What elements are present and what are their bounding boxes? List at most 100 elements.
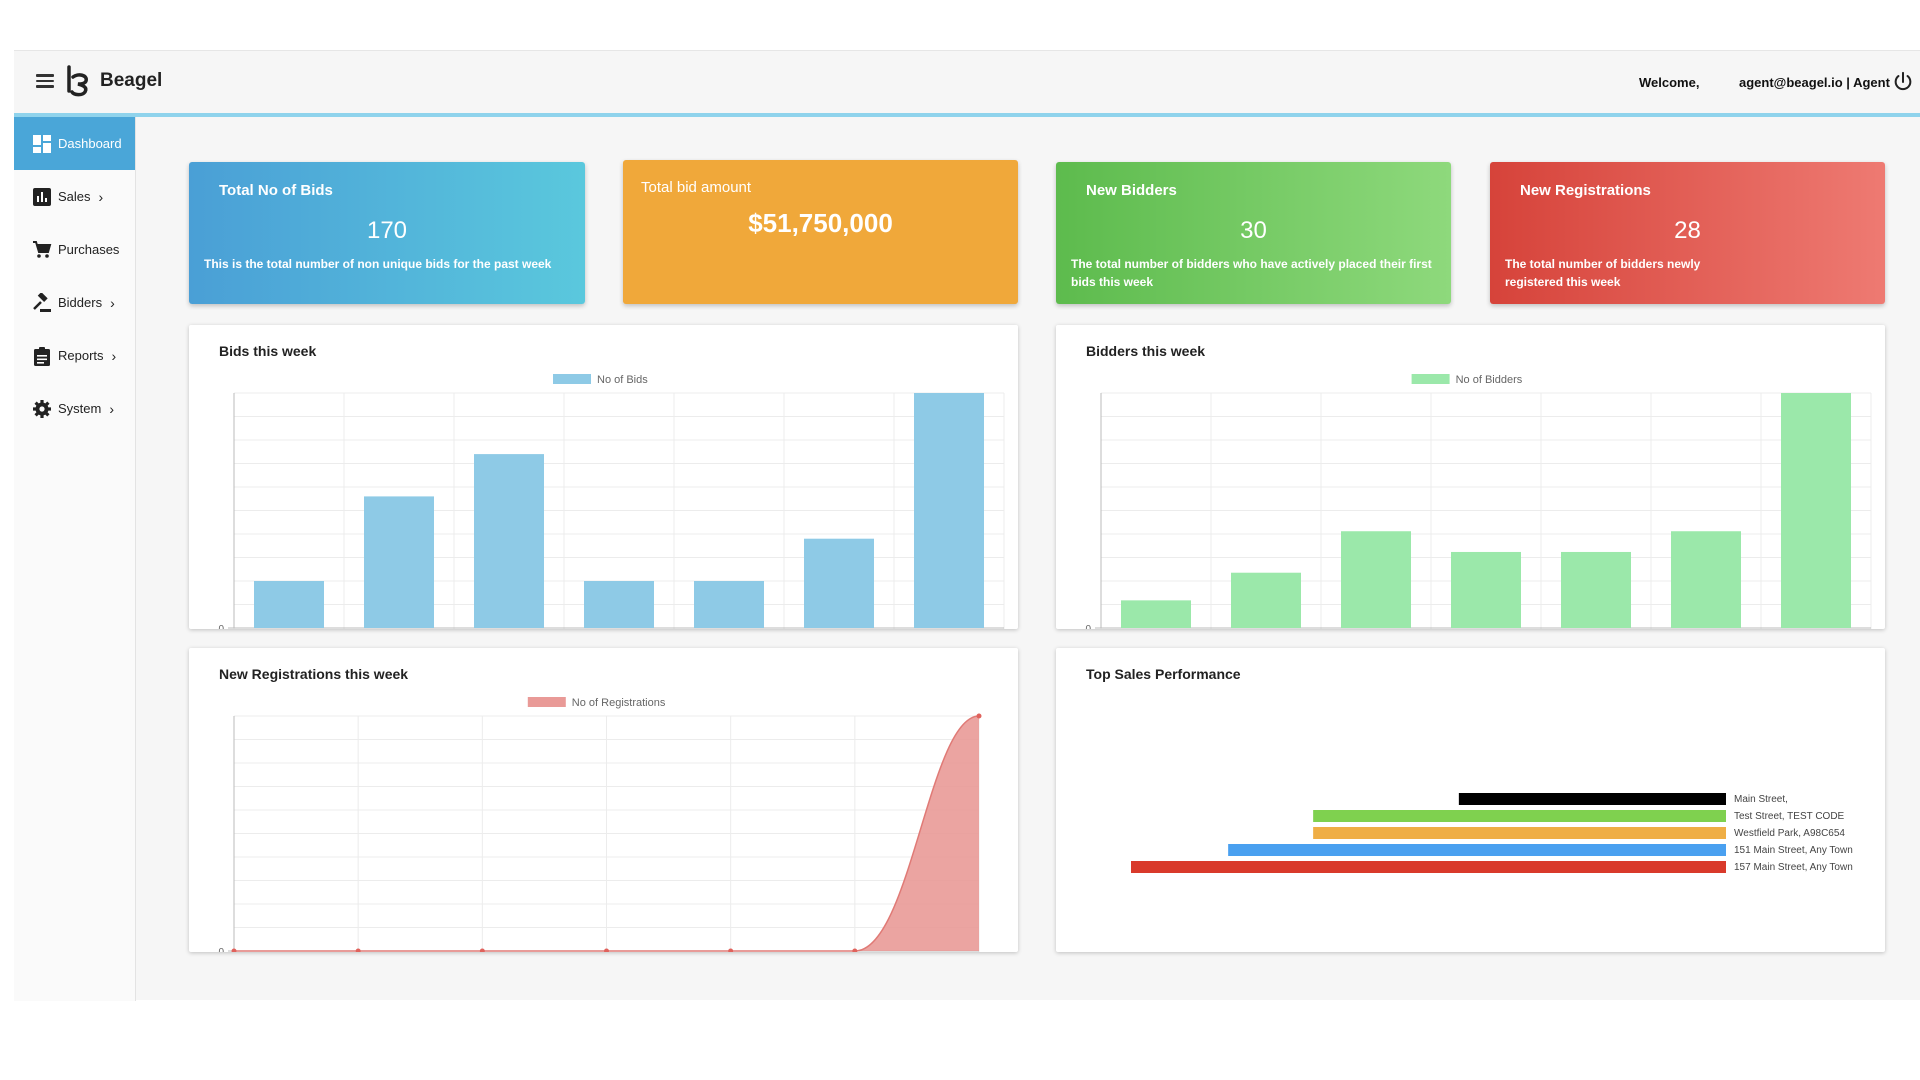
sidebar-item-label: Dashboard	[58, 136, 122, 151]
gear-icon	[32, 399, 52, 419]
sidebar-item-label: System	[58, 401, 102, 416]
card-value: 28	[1674, 217, 1701, 244]
data-point	[604, 948, 609, 952]
chart-title: Bids this week	[219, 343, 317, 359]
bar-label: Main Street,	[1734, 794, 1788, 805]
y-tick-label: 0	[1085, 624, 1091, 629]
bar	[1458, 793, 1726, 805]
card-title: New Registrations	[1520, 182, 1651, 199]
sidebar-item-sales[interactable]: Sales ›	[14, 170, 135, 223]
legend-label: No of Bids	[597, 374, 648, 386]
y-tick-label: 0	[218, 624, 224, 629]
sidebar-item-label: Sales	[58, 189, 91, 204]
bar	[914, 393, 984, 628]
dashboard-icon	[32, 134, 52, 154]
bar-label: Test Street, TEST CODE	[1734, 811, 1845, 822]
chart-panel-registrations: New Registrations this week No of Regist…	[189, 648, 1018, 952]
bar-chart-icon	[32, 187, 52, 207]
chart-title: Bidders this week	[1086, 343, 1206, 359]
card-value: 170	[366, 217, 408, 244]
bar	[694, 581, 764, 628]
top-bar: Beagel Welcome, agent@beagel.io | Agent	[14, 51, 1920, 113]
data-point	[728, 948, 734, 952]
bar	[1231, 572, 1301, 628]
sidebar-item-label: Bidders	[58, 295, 103, 310]
sidebar-item-system[interactable]: System ›	[14, 382, 135, 435]
top-bar-divider	[14, 113, 1920, 117]
data-point	[231, 948, 237, 952]
bids-chart: No of Bids 0	[218, 374, 1005, 629]
card-title: New Bidders	[1086, 182, 1177, 199]
top-sales-chart: Main Street, Test Street, TEST CODE Westfi…	[1131, 793, 1853, 873]
bar	[1341, 531, 1411, 628]
bar	[1451, 551, 1521, 628]
chevron-right-icon: ›	[98, 188, 104, 205]
bar	[474, 454, 544, 628]
brand-name: Beagel	[100, 70, 163, 91]
bar	[1561, 551, 1631, 628]
app-frame: Beagel Welcome, agent@beagel.io | Agent …	[14, 50, 1920, 1001]
legend-swatch	[553, 374, 591, 384]
chevron-right-icon: ›	[110, 294, 115, 311]
legend-swatch	[1411, 374, 1450, 384]
bar-label: 157 Main Street, Any Town	[1734, 862, 1853, 873]
bar	[364, 496, 434, 628]
beagel-logo-icon	[67, 65, 88, 97]
user-info[interactable]: agent@beagel.io | Agent	[1739, 75, 1890, 90]
bar	[1131, 861, 1726, 873]
sidebar-item-reports[interactable]: Reports ›	[14, 329, 135, 382]
card-title: Total No of Bids	[219, 182, 333, 199]
bar-label: Westfield Park, A98C654	[1734, 828, 1845, 839]
bar-label: 151 Main Street, Any Town	[1734, 845, 1853, 856]
area-fill	[234, 716, 979, 951]
stat-card-total-bid-amount: Total bid amount $51,750,000	[623, 160, 1018, 304]
bar	[1121, 600, 1191, 628]
bar	[1781, 393, 1851, 628]
card-title: Total bid amount	[641, 179, 752, 196]
legend-label: No of Bidders	[1456, 374, 1523, 386]
bar	[254, 581, 324, 628]
sidebar: Dashboard Sales › Purchases Bidders ›	[14, 117, 136, 1001]
chevron-right-icon: ›	[109, 400, 115, 417]
card-description: This is the total number of non unique b…	[204, 257, 552, 271]
sidebar-item-label: Reports	[58, 348, 104, 363]
chart-panel-top-sales: Top Sales Performance Main Street, Test S…	[1056, 648, 1885, 952]
data-point	[479, 948, 485, 952]
bar	[584, 581, 654, 628]
sidebar-item-dashboard[interactable]: Dashboard	[14, 117, 135, 170]
card-description: The total number of bidders newly regist…	[1505, 257, 1701, 289]
chart-panel-bids: Bids this week No of Bids 0	[189, 325, 1018, 629]
clipboard-icon	[32, 346, 52, 366]
data-point	[852, 948, 858, 952]
stat-card-new-bidders: New Bidders 30 The total number of bidde…	[1056, 162, 1451, 304]
data-point	[976, 713, 982, 719]
data-point	[355, 948, 361, 952]
bar	[1313, 827, 1726, 839]
stat-card-total-bids: Total No of Bids 170 This is the total n…	[189, 162, 585, 304]
card-description: The total number of bidders who have act…	[1071, 257, 1432, 289]
cart-icon	[32, 240, 52, 260]
bar	[1313, 810, 1726, 822]
y-tick-label: 0	[218, 947, 224, 952]
registrations-chart: No of Registrations 0	[218, 697, 982, 952]
welcome-text: Welcome,	[1639, 75, 1700, 90]
chart-title: New Registrations this week	[219, 666, 409, 682]
bar	[1671, 531, 1741, 628]
card-value: $51,750,000	[748, 208, 893, 238]
card-value: 30	[1240, 217, 1267, 244]
chart-panel-bidders: Bidders this week No of Bidders 0	[1056, 325, 1885, 629]
gavel-icon	[32, 292, 52, 313]
sidebar-item-bidders[interactable]: Bidders ›	[14, 276, 135, 329]
sidebar-item-purchases[interactable]: Purchases	[14, 223, 135, 276]
menu-icon[interactable]	[34, 71, 56, 93]
legend-label: No of Registrations	[572, 697, 666, 709]
legend-swatch	[527, 697, 566, 707]
sidebar-item-label: Purchases	[58, 242, 120, 257]
bar	[804, 538, 874, 628]
bidders-chart: No of Bidders 0	[1085, 374, 1872, 629]
chevron-right-icon: ›	[111, 347, 117, 364]
power-icon[interactable]	[1892, 71, 1914, 93]
stat-card-new-registrations: New Registrations 28 The total number of…	[1490, 162, 1885, 304]
chart-title: Top Sales Performance	[1086, 666, 1241, 682]
bar	[1228, 844, 1726, 856]
